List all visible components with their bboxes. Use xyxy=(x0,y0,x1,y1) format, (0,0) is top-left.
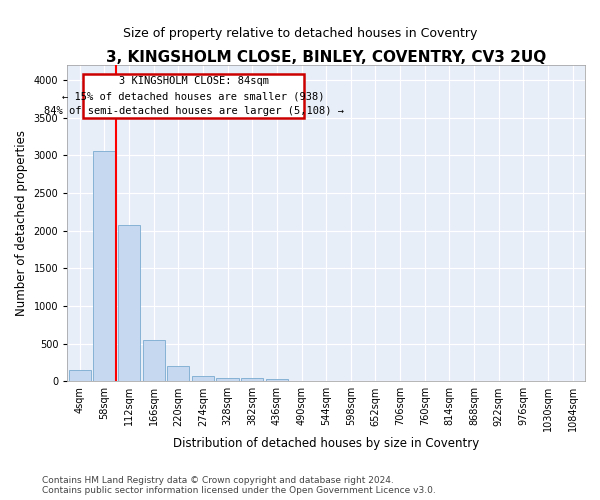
Bar xyxy=(217,378,239,382)
Text: 3 KINGSHOLM CLOSE: 84sqm
← 15% of detached houses are smaller (938)
84% of semi-: 3 KINGSHOLM CLOSE: 84sqm ← 15% of detach… xyxy=(44,76,344,116)
Y-axis label: Number of detached properties: Number of detached properties xyxy=(15,130,28,316)
Text: Contains HM Land Registry data © Crown copyright and database right 2024.
Contai: Contains HM Land Registry data © Crown c… xyxy=(42,476,436,495)
Bar xyxy=(143,340,165,382)
X-axis label: Distribution of detached houses by size in Coventry: Distribution of detached houses by size … xyxy=(173,437,479,450)
Bar xyxy=(93,151,115,382)
Title: 3, KINGSHOLM CLOSE, BINLEY, COVENTRY, CV3 2UQ: 3, KINGSHOLM CLOSE, BINLEY, COVENTRY, CV… xyxy=(106,50,546,65)
Bar xyxy=(68,370,91,382)
FancyBboxPatch shape xyxy=(83,74,304,118)
Bar xyxy=(192,376,214,382)
Bar xyxy=(167,366,190,382)
Bar xyxy=(266,378,288,382)
Bar xyxy=(241,378,263,382)
Text: Size of property relative to detached houses in Coventry: Size of property relative to detached ho… xyxy=(123,28,477,40)
Bar xyxy=(118,224,140,382)
